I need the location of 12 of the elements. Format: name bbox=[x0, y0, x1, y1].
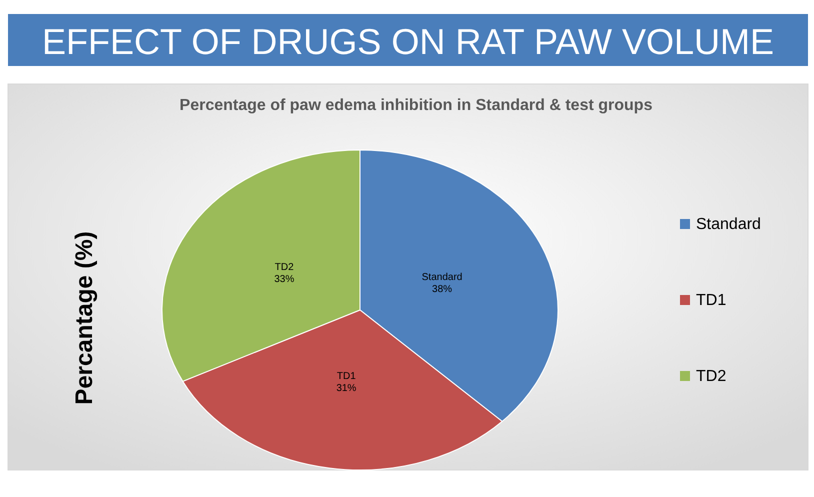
data-label: 38% bbox=[432, 284, 452, 295]
slice-label: TD2 bbox=[274, 262, 294, 274]
legend-label: Standard bbox=[696, 216, 761, 233]
legend-label: TD1 bbox=[696, 292, 726, 309]
data-label: 31% bbox=[336, 383, 356, 394]
slice-label: Standard bbox=[422, 272, 462, 283]
data-label: 33% bbox=[274, 274, 294, 286]
text: Percantage (%) bbox=[71, 231, 98, 405]
legend-label: TD2 bbox=[696, 368, 726, 385]
chart-title: EFFECT OF DRUGS ON RAT PAW VOLUME bbox=[42, 21, 774, 62]
slice-label: TD1 bbox=[336, 371, 356, 382]
chart-subtitle: Percentage of paw edema inhibition in Standard & test groups bbox=[180, 97, 653, 114]
